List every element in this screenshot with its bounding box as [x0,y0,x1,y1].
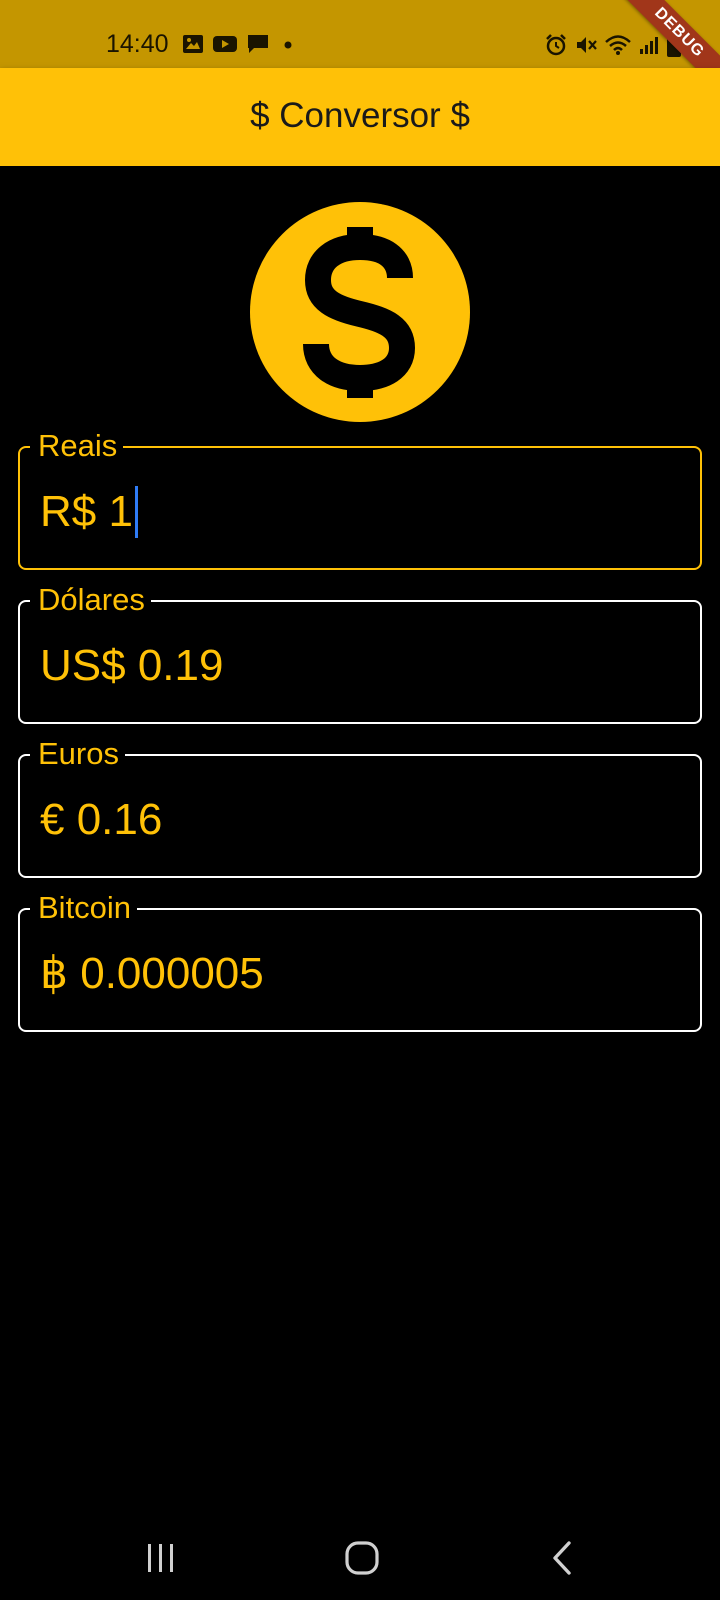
mute-icon [577,37,597,53]
status-system-icons [544,32,682,58]
back-icon[interactable] [550,1540,574,1576]
bitcoin-field-label: Bitcoin [30,890,138,926]
reais-input[interactable]: R$ 1 [40,486,138,538]
image-icon [183,35,203,53]
home-icon[interactable] [344,1540,380,1576]
dolares-input[interactable]: US$ 0.19 [40,641,224,690]
euros-field-label: Euros [30,736,125,772]
status-bar: 14:40 [0,0,720,103]
dolares-field-label: Dólares [30,582,151,618]
signal-icon [640,37,658,54]
status-notification-icons [182,33,294,55]
dolares-field[interactable]: Dólares US$ 0.19 [18,582,702,724]
app-title: $ Conversor $ [250,96,470,135]
youtube-icon [213,36,237,52]
bitcoin-input[interactable]: ฿ 0.000005 [40,949,264,998]
chat-icon [248,35,268,53]
recents-icon[interactable] [145,1542,177,1574]
reais-input-value: R$ 1 [40,487,133,536]
alarm-icon [546,34,566,56]
wifi-icon [605,35,631,55]
reais-field[interactable]: Reais R$ 1 [18,428,702,570]
navigation-bar [0,1504,720,1600]
status-time: 14:40 [106,30,169,58]
euros-input[interactable]: € 0.16 [40,795,163,844]
reais-field-label: Reais [30,428,124,464]
dollar-coin-icon [250,202,470,422]
app-bar: $ Conversor $ [0,68,720,166]
dot-icon [284,41,292,49]
euros-field[interactable]: Euros € 0.16 [18,736,702,878]
text-caret [134,486,138,538]
bitcoin-field[interactable]: Bitcoin ฿ 0.000005 [18,890,702,1032]
